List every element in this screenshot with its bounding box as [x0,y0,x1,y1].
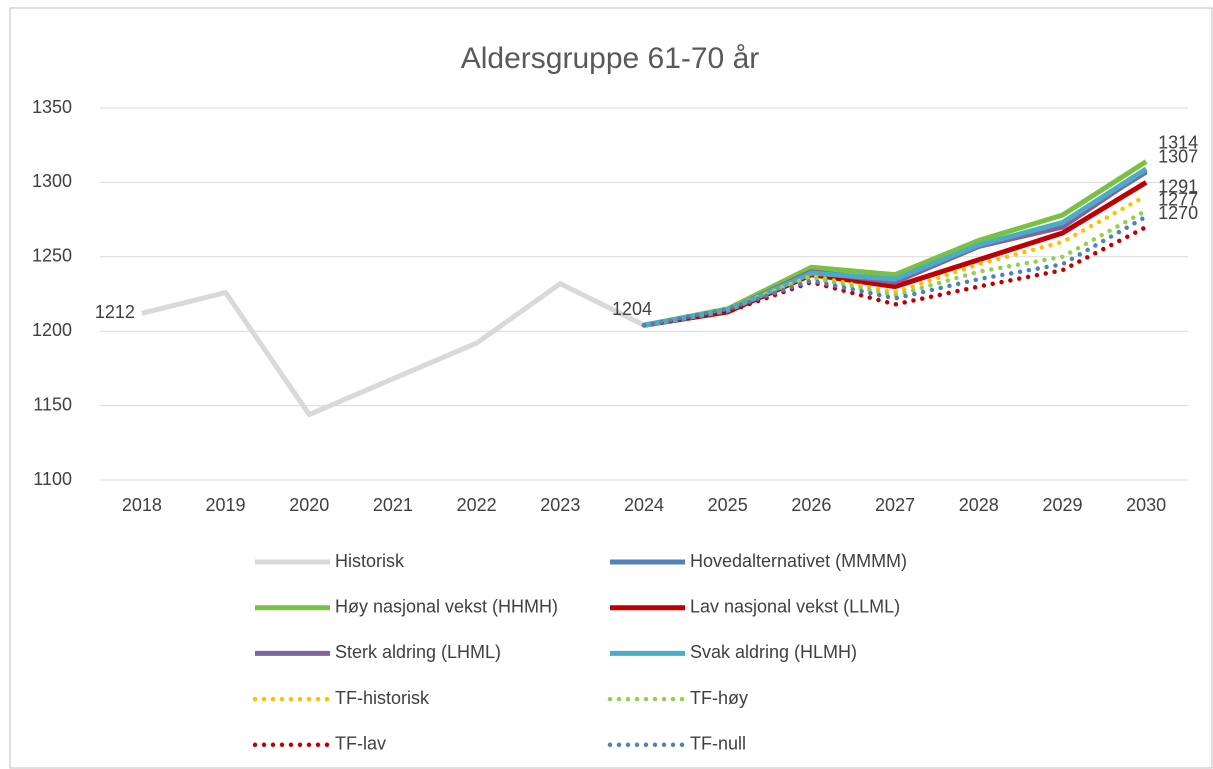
x-tick-label: 2024 [624,495,664,515]
legend-label: Lav nasjonal vekst (LLML) [690,596,900,616]
data-label: 1212 [95,302,135,322]
x-tick-label: 2025 [708,495,748,515]
x-tick-label: 2021 [373,495,413,515]
series-line [641,224,1149,328]
y-tick-label: 1200 [32,320,72,340]
series-line [643,166,1148,328]
legend-label: Svak aldring (HLMH) [690,642,857,662]
legend-label: TF-null [690,734,746,754]
data-label: 1277 [1158,189,1198,209]
data-label: 1291 [1158,177,1198,197]
x-tick-label: 2019 [206,495,246,515]
legend-label: Hovedalternativet (MMMM) [690,551,907,571]
y-tick-label: 1300 [32,171,72,191]
x-tick-label: 2023 [540,495,580,515]
x-tick-label: 2027 [875,495,915,515]
x-tick-label: 2029 [1042,495,1082,515]
data-label: 1307 [1158,147,1198,167]
data-label: 1270 [1158,203,1198,223]
data-label: 1314 [1158,132,1198,152]
x-tick-label: 2018 [122,495,162,515]
series-line [141,281,646,418]
legend-label: Historisk [335,551,405,571]
x-tick-label: 2020 [289,495,329,515]
legend-label: TF-historisk [335,688,430,708]
series-line [641,193,1149,328]
legend-label: Høy nasjonal vekst (HHMH) [335,596,558,616]
legend-label: Sterk aldring (LHML) [335,642,501,662]
data-label: 1204 [612,299,652,319]
x-tick-label: 2022 [457,495,497,515]
series-line [641,214,1149,328]
legend-label: TF-lav [335,734,386,754]
chart-title: Aldersgruppe 61-70 år [461,42,760,75]
x-tick-label: 2028 [959,495,999,515]
x-tick-label: 2026 [791,495,831,515]
x-tick-label: 2030 [1126,495,1166,515]
chart-frame [9,7,1213,769]
y-tick-label: 1150 [33,394,72,414]
y-tick-label: 1350 [32,97,72,117]
series-line [641,208,1149,328]
y-tick-label: 1250 [32,246,72,266]
y-tick-label: 1100 [33,469,72,489]
legend-label: TF-høy [690,688,748,708]
